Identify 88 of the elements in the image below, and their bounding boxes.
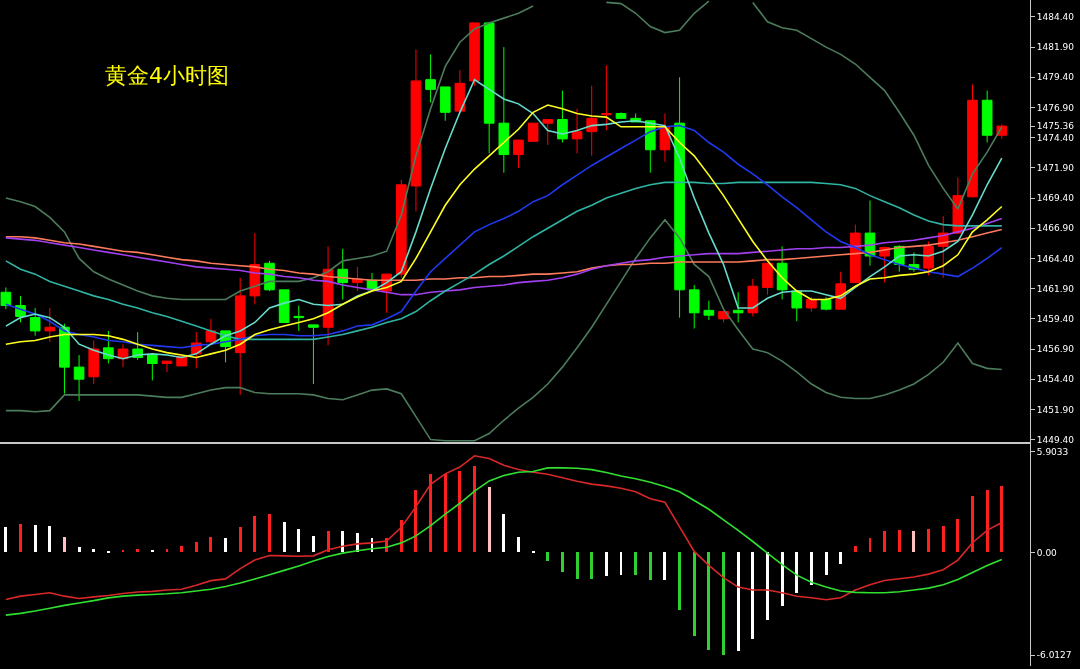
y-tick-label: 1471.90 — [1036, 163, 1075, 174]
bar — [1000, 486, 1003, 552]
bar — [576, 552, 579, 579]
y-tick-label: 1475.36 — [1036, 121, 1075, 132]
bar — [737, 552, 740, 651]
y-tick-label: 0.00 — [1036, 547, 1058, 558]
bar — [561, 552, 564, 572]
bar — [854, 546, 857, 552]
bar — [883, 531, 886, 552]
y-tick-label: 1484.40 — [1036, 12, 1075, 23]
bar — [239, 527, 242, 552]
bar — [253, 516, 256, 552]
y-tick-label: 1466.90 — [1036, 223, 1075, 234]
bar — [136, 549, 139, 552]
bar — [971, 496, 974, 552]
bar — [444, 474, 447, 552]
bar — [722, 552, 725, 655]
bar — [473, 466, 476, 552]
line-series — [5, 454, 1003, 601]
y-tick-label: 1476.90 — [1036, 102, 1075, 113]
bar — [649, 552, 652, 580]
bar — [63, 537, 66, 552]
bar — [209, 537, 212, 552]
bar — [283, 522, 286, 552]
bar — [180, 546, 183, 552]
bar — [825, 552, 828, 575]
bar — [458, 471, 461, 552]
y-tick-label: 1481.90 — [1036, 42, 1075, 53]
bar — [707, 552, 710, 650]
bar — [502, 514, 505, 552]
bar — [166, 549, 168, 552]
bar — [781, 552, 784, 606]
y-tick-label: 1479.40 — [1036, 72, 1075, 83]
line-series — [5, 467, 1003, 616]
y-tick-label: 1456.90 — [1036, 344, 1075, 355]
bar — [956, 519, 959, 552]
bar — [195, 542, 198, 552]
y-tick-label: 1449.40 — [1036, 434, 1075, 445]
bar — [92, 549, 95, 552]
y-tick-label: 1454.40 — [1036, 374, 1075, 385]
bar — [34, 525, 37, 552]
bar — [414, 490, 417, 552]
y-tick-label: 1451.90 — [1036, 404, 1075, 415]
bar — [517, 537, 520, 552]
bar — [268, 514, 271, 552]
bar — [620, 552, 622, 575]
bar — [693, 552, 696, 636]
y-tick-label: 1464.40 — [1036, 253, 1075, 264]
bar — [546, 552, 549, 561]
bar — [678, 552, 681, 610]
bar — [634, 552, 637, 575]
bar — [224, 538, 227, 552]
bar — [663, 552, 666, 580]
bar — [810, 552, 813, 585]
y-tick-label: -6.0127 — [1036, 650, 1072, 661]
bar — [942, 526, 945, 552]
candlestick — [879, 247, 890, 284]
bar — [327, 531, 330, 552]
bar — [4, 527, 7, 552]
bar — [590, 552, 593, 579]
y-tick-label: 1459.40 — [1036, 313, 1075, 324]
line-series — [5, 217, 1003, 296]
bar — [78, 547, 81, 552]
y-tick-label: 1469.40 — [1036, 193, 1075, 204]
bar — [927, 529, 930, 552]
bar — [341, 531, 344, 552]
candlestick — [308, 324, 319, 385]
bar — [898, 530, 901, 552]
bar — [795, 552, 798, 593]
bar — [869, 538, 871, 552]
bar — [986, 490, 989, 552]
y-tick-label: 1461.90 — [1036, 283, 1075, 294]
bar — [605, 552, 608, 576]
bar — [751, 552, 754, 639]
bar — [429, 474, 432, 552]
text: 黄金4小时图 — [105, 63, 229, 88]
y-tick-label: 1474.40 — [1036, 132, 1075, 143]
bar — [488, 487, 491, 552]
line-series — [5, 219, 1003, 442]
bar — [48, 526, 51, 552]
y-tick-label: 5.9033 — [1036, 446, 1069, 457]
candlestick — [425, 53, 436, 104]
bar — [312, 536, 315, 552]
bar — [839, 552, 842, 564]
bar — [912, 531, 915, 552]
bar — [297, 529, 300, 552]
bar — [19, 524, 22, 552]
bar — [766, 552, 769, 620]
